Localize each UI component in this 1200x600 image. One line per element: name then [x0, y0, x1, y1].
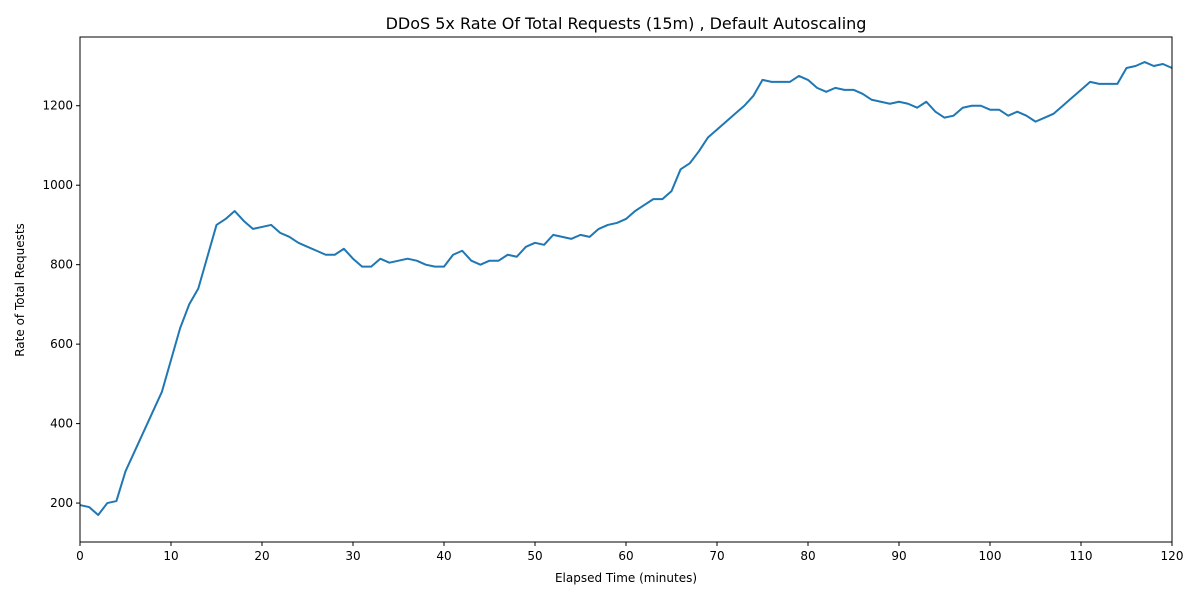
- x-tick-label: 120: [1161, 549, 1184, 563]
- y-tick-label: 400: [50, 417, 73, 431]
- x-tick-label: 0: [76, 549, 84, 563]
- x-tick-label: 70: [709, 549, 724, 563]
- x-axis-label: Elapsed Time (minutes): [555, 571, 697, 585]
- x-tick-label: 100: [979, 549, 1002, 563]
- y-tick-label: 800: [50, 258, 73, 272]
- y-tick-label: 1200: [42, 99, 73, 113]
- x-tick-label: 80: [800, 549, 815, 563]
- x-tick-label: 40: [436, 549, 451, 563]
- y-tick-label: 1000: [42, 178, 73, 192]
- plot-frame: [79, 36, 1173, 543]
- chart-title: DDoS 5x Rate Of Total Requests (15m) , D…: [386, 14, 867, 33]
- x-tick-label: 110: [1070, 549, 1093, 563]
- data-line: [79, 61, 1173, 516]
- y-tick-label: 600: [50, 337, 73, 351]
- x-tick-label: 20: [254, 549, 269, 563]
- x-tick-label: 10: [163, 549, 178, 563]
- y-tick-label: 200: [50, 496, 73, 510]
- y-axis-label: Rate of Total Requests: [13, 223, 27, 357]
- x-tick-label: 60: [618, 549, 633, 563]
- x-tick-label: 90: [891, 549, 906, 563]
- x-tick-label: 30: [345, 549, 360, 563]
- x-tick-label: 50: [527, 549, 542, 563]
